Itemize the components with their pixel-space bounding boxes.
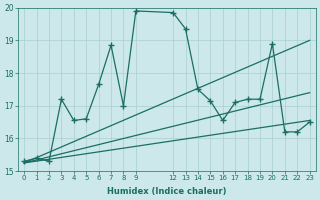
X-axis label: Humidex (Indice chaleur): Humidex (Indice chaleur)	[107, 187, 227, 196]
